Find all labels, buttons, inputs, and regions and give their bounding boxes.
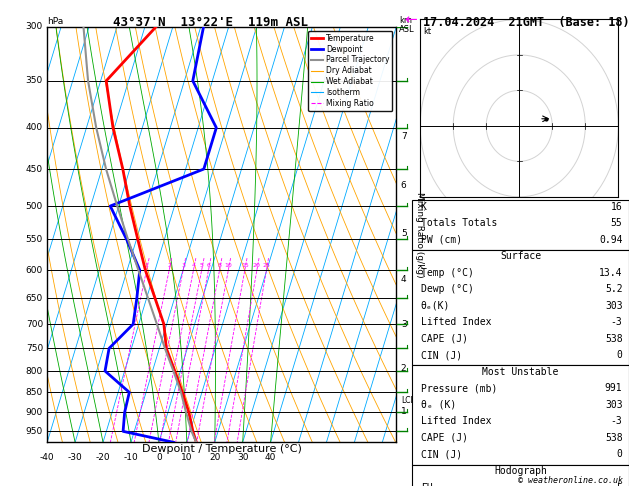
Text: 2: 2 (167, 263, 171, 268)
Text: 800: 800 (26, 366, 43, 376)
Text: θₑ (K): θₑ (K) (421, 400, 456, 410)
Text: kt: kt (423, 27, 431, 35)
Text: θₑ(K): θₑ(K) (421, 301, 450, 311)
Text: K: K (421, 202, 426, 211)
Text: 5.2: 5.2 (605, 284, 623, 294)
Text: CAPE (J): CAPE (J) (421, 433, 468, 443)
Text: -30: -30 (68, 452, 82, 462)
Text: Most Unstable: Most Unstable (482, 367, 559, 377)
Text: 8: 8 (218, 263, 221, 268)
Text: ←: ← (404, 12, 417, 27)
Text: 991: 991 (605, 383, 623, 393)
Text: 400: 400 (26, 123, 43, 132)
Text: 13.4: 13.4 (599, 268, 623, 278)
Text: 303: 303 (605, 400, 623, 410)
Text: 25: 25 (262, 263, 270, 268)
Text: 6: 6 (401, 181, 406, 190)
Text: hPa: hPa (47, 17, 64, 26)
Text: CIN (J): CIN (J) (421, 450, 462, 459)
X-axis label: Dewpoint / Temperature (°C): Dewpoint / Temperature (°C) (142, 444, 302, 453)
Text: 5: 5 (401, 229, 406, 238)
Text: 17.04.2024  21GMT  (Base: 18): 17.04.2024 21GMT (Base: 18) (423, 16, 629, 29)
Legend: Temperature, Dewpoint, Parcel Trajectory, Dry Adiabat, Wet Adiabat, Isotherm, Mi: Temperature, Dewpoint, Parcel Trajectory… (308, 31, 392, 111)
Text: -20: -20 (96, 452, 110, 462)
Text: 300: 300 (26, 22, 43, 31)
Text: km
ASL: km ASL (399, 16, 415, 34)
Text: 550: 550 (26, 235, 43, 244)
Text: 20: 20 (253, 263, 261, 268)
Text: -3: -3 (611, 317, 623, 327)
Text: 40: 40 (265, 452, 276, 462)
Text: CIN (J): CIN (J) (421, 350, 462, 360)
Text: Mixing Ratio (g/kg): Mixing Ratio (g/kg) (415, 191, 424, 278)
Text: 500: 500 (26, 202, 43, 210)
Text: 1: 1 (145, 263, 148, 268)
Text: Dewp (°C): Dewp (°C) (421, 284, 474, 294)
Text: 20: 20 (209, 452, 220, 462)
Bar (412, 200, 629, 250)
Text: 6: 6 (206, 263, 211, 268)
Text: CAPE (J): CAPE (J) (421, 334, 468, 344)
Text: 7: 7 (401, 132, 406, 141)
Text: 303: 303 (605, 301, 623, 311)
Text: Totals Totals: Totals Totals (421, 218, 497, 228)
Text: EH: EH (421, 483, 432, 486)
Text: Lifted Index: Lifted Index (421, 317, 491, 327)
Text: 4: 4 (401, 275, 406, 284)
Text: -10: -10 (123, 452, 138, 462)
Text: 950: 950 (26, 427, 43, 436)
Text: 0: 0 (156, 452, 162, 462)
Text: 2: 2 (401, 364, 406, 373)
Text: 3: 3 (401, 320, 406, 329)
Text: 450: 450 (26, 165, 43, 174)
Text: 30: 30 (237, 452, 248, 462)
Text: 15: 15 (241, 263, 248, 268)
Text: 3: 3 (181, 263, 185, 268)
Text: 600: 600 (26, 265, 43, 275)
Text: -3: -3 (611, 417, 623, 426)
Text: LCL: LCL (401, 396, 415, 405)
Text: 650: 650 (26, 294, 43, 303)
Text: Surface: Surface (500, 251, 541, 261)
Text: -40: -40 (40, 452, 55, 462)
Text: 0: 0 (616, 350, 623, 360)
Text: 4: 4 (191, 263, 196, 268)
Text: 850: 850 (26, 388, 43, 397)
Text: 0: 0 (616, 450, 623, 459)
Text: 1: 1 (401, 407, 406, 417)
Text: Hodograph: Hodograph (494, 466, 547, 476)
Bar (412, 365, 629, 465)
Text: 5: 5 (616, 483, 623, 486)
Text: 16: 16 (611, 202, 623, 211)
Text: Lifted Index: Lifted Index (421, 417, 491, 426)
Text: 0.94: 0.94 (599, 235, 623, 244)
Text: 5: 5 (200, 263, 204, 268)
Text: Pressure (mb): Pressure (mb) (421, 383, 497, 393)
Text: 43°37'N  13°22'E  119m ASL: 43°37'N 13°22'E 119m ASL (113, 16, 308, 29)
Text: 750: 750 (26, 344, 43, 353)
Text: 350: 350 (26, 76, 43, 86)
Bar (412, 465, 629, 486)
Bar (412, 250, 629, 365)
Text: 10: 10 (225, 263, 232, 268)
Text: 700: 700 (26, 320, 43, 329)
Text: 538: 538 (605, 334, 623, 344)
Text: Temp (°C): Temp (°C) (421, 268, 474, 278)
Text: 10: 10 (181, 452, 192, 462)
Text: © weatheronline.co.uk: © weatheronline.co.uk (518, 475, 623, 485)
Text: 538: 538 (605, 433, 623, 443)
Text: 900: 900 (26, 408, 43, 417)
Text: PW (cm): PW (cm) (421, 235, 462, 244)
Text: 55: 55 (611, 218, 623, 228)
